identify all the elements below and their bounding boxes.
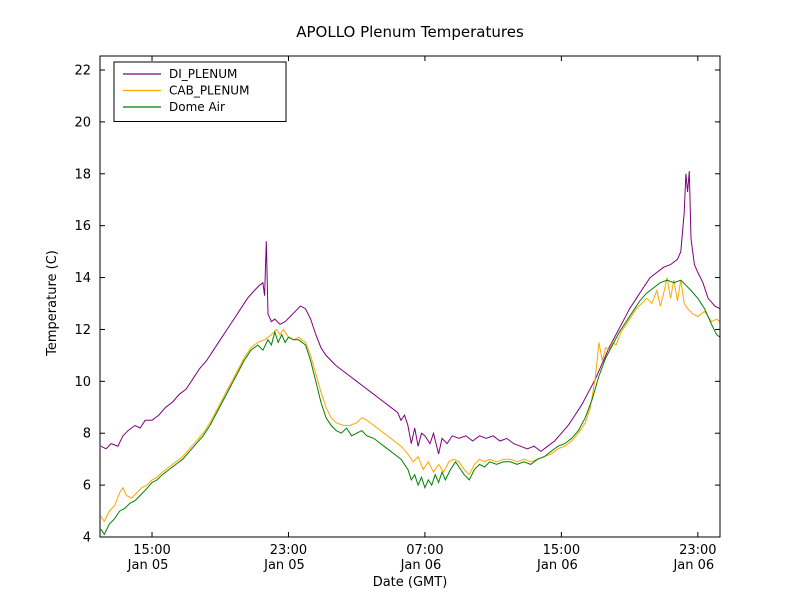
y-tick-label: 16 — [74, 219, 91, 234]
x-tick-time-label: 23:00 — [679, 543, 716, 558]
x-tick-date-label: Jan 05 — [127, 558, 169, 573]
y-tick-label: 8 — [83, 427, 91, 442]
y-tick-label: 22 — [74, 64, 91, 79]
x-tick-date-label: Jan 06 — [536, 558, 578, 573]
plot-frame — [99, 55, 721, 538]
series-line-di_plenum — [100, 171, 721, 455]
plot-area — [100, 56, 720, 537]
x-tick-time-label: 15:00 — [133, 543, 170, 558]
series-line-cab_plenum — [100, 277, 721, 523]
y-tick-label: 4 — [83, 531, 91, 546]
y-tick-label: 20 — [74, 115, 91, 130]
x-tick-date-label: Jan 05 — [263, 558, 305, 573]
x-axis-label: Date (GMT) — [373, 575, 448, 590]
legend-label: Dome Air — [169, 100, 225, 114]
x-tick-time-label: 15:00 — [543, 543, 580, 558]
y-axis-label: Temperature (C) — [45, 250, 60, 357]
series-line-dome-air — [100, 279, 721, 536]
x-tick-date-label: Jan 06 — [672, 558, 714, 573]
x-tick-time-label: 23:00 — [270, 543, 307, 558]
chart-title: APOLLO Plenum Temperatures — [296, 23, 524, 41]
legend-label: DI_PLENUM — [169, 67, 237, 81]
legend-label: CAB_PLENUM — [169, 84, 249, 98]
y-tick-label: 6 — [83, 479, 91, 494]
legend-box — [113, 61, 287, 122]
y-tick-label: 10 — [74, 375, 91, 390]
x-tick-time-label: 07:00 — [406, 543, 443, 558]
y-tick-label: 12 — [74, 323, 91, 338]
y-tick-label: 18 — [74, 167, 91, 182]
y-tick-label: 14 — [74, 271, 91, 286]
x-tick-date-label: Jan 06 — [400, 558, 442, 573]
